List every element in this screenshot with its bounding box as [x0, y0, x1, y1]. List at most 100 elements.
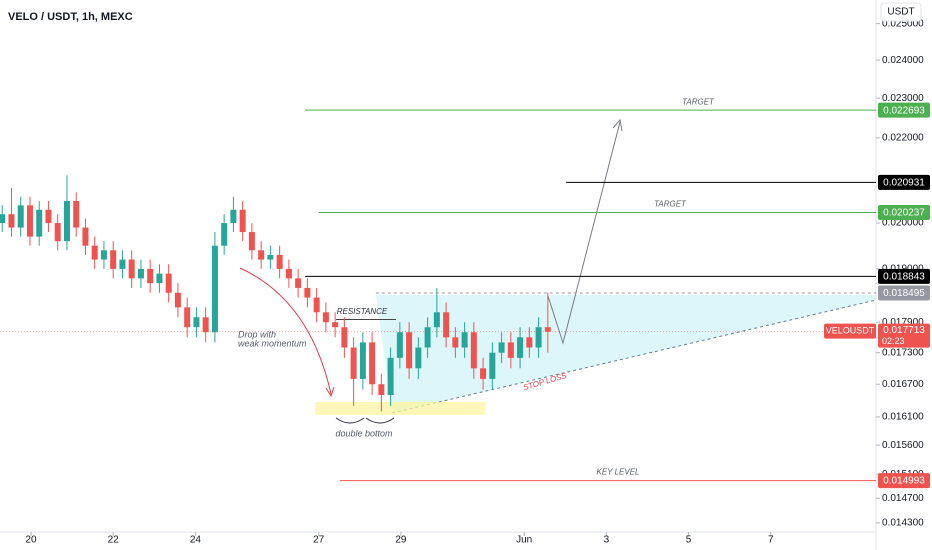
level-price-box: [878, 473, 930, 489]
candles: [0, 175, 551, 412]
candle-body: [54, 223, 61, 242]
candle-body: [230, 209, 237, 224]
candle-body: [276, 254, 283, 269]
y-tick-label: 0.014300: [882, 518, 924, 529]
candle-body: [17, 205, 24, 228]
candle-body: [517, 337, 524, 358]
candle-body: [535, 327, 542, 348]
candle-body: [470, 332, 477, 369]
x-tick-label: 5: [686, 535, 692, 546]
candle-body: [100, 250, 107, 260]
annotation: double bottom: [335, 428, 393, 438]
candle-body: [406, 332, 413, 369]
level-price-box: [878, 174, 930, 190]
candle-body: [369, 342, 376, 385]
x-tick-label: Jun: [516, 535, 532, 546]
y-tick-label: 0.024000: [882, 55, 924, 66]
candle-body: [387, 357, 394, 395]
candle-body: [350, 347, 357, 379]
level-price-label: 0.014993: [883, 476, 925, 487]
candle-body: [396, 332, 403, 358]
candle-body: [461, 332, 468, 348]
x-tick-label: 29: [395, 535, 407, 546]
y-tick-label: 0.016700: [882, 379, 924, 390]
candle-body: [221, 223, 228, 246]
x-tick-label: 20: [25, 535, 37, 546]
y-tick-label: 0.014700: [882, 493, 924, 504]
candle-body: [267, 254, 274, 260]
candle-body: [45, 209, 52, 224]
candle-body: [443, 312, 450, 338]
current-price-label: 0.017713: [883, 325, 925, 336]
symbol-label: VELOUSDT: [826, 325, 875, 335]
candle-body: [544, 327, 551, 332]
candle-body: [147, 268, 154, 284]
x-tick-label: 22: [108, 535, 120, 546]
candle-body: [433, 312, 440, 328]
resistance-line: [336, 319, 396, 320]
symbol-box: [824, 323, 876, 339]
y-tick-label: 0.025000: [882, 18, 924, 29]
candle-body: [295, 278, 302, 288]
y-tick-label: 0.022000: [882, 133, 924, 144]
candle-body: [184, 307, 191, 328]
y-tick-label: 0.015600: [882, 440, 924, 451]
y-tick-label: 0.020000: [882, 218, 924, 229]
level-price-box: [878, 205, 930, 221]
candle-body: [202, 317, 209, 333]
candle-body: [415, 347, 422, 369]
candle-body: [359, 342, 366, 379]
candle-body: [193, 317, 200, 328]
candle-body: [211, 245, 218, 333]
level-price-box: [878, 102, 930, 118]
level-price-box: [878, 268, 930, 284]
projection-arrowhead: [612, 118, 623, 132]
candle-body: [526, 337, 533, 348]
drop-arrowhead: [325, 386, 335, 398]
level-price-label: 0.018495: [883, 288, 925, 299]
candle-body: [239, 209, 246, 233]
double-bottom-arcs: [335, 417, 395, 424]
level-note: TARGET: [654, 200, 687, 209]
candle-body: [0, 214, 6, 224]
level-note: KEY LEVEL: [597, 468, 640, 477]
candle-body: [36, 209, 43, 237]
y-tick-label: 0.017300: [882, 347, 924, 358]
level-price-label: 0.018843: [883, 271, 925, 282]
currency-button[interactable]: [880, 2, 922, 22]
candle-body: [82, 227, 89, 246]
annotation: Drop with: [238, 329, 276, 339]
candle-body: [489, 352, 496, 379]
chart-title: VELO / USDT, 1h, MEXC: [8, 11, 133, 23]
candle-body: [258, 250, 265, 260]
candle-body: [480, 368, 487, 379]
candle-body: [63, 200, 70, 242]
x-tick-label: 7: [768, 535, 774, 546]
y-tick-label: 0.017900: [882, 317, 924, 328]
y-tick-label: 0.023000: [882, 93, 924, 104]
candle-body: [91, 245, 98, 260]
y-tick-label: 0.016100: [882, 412, 924, 423]
projection-path: [547, 121, 621, 345]
candle-body: [313, 297, 320, 313]
candle-body: [424, 327, 431, 348]
level-note: TARGET: [682, 97, 715, 106]
candle-body: [8, 214, 15, 228]
countdown-label: 02:23: [882, 336, 905, 346]
candle-body: [137, 268, 144, 279]
currency-button-label[interactable]: USDT: [887, 7, 914, 18]
candle-body: [452, 337, 459, 348]
triangle-area: [376, 295, 876, 413]
candle-body: [322, 312, 329, 323]
annotation: weak momentum: [238, 338, 307, 348]
candle-body: [128, 259, 135, 279]
triangle-support: [391, 299, 877, 414]
double-bottom-zone: [315, 402, 485, 415]
x-tick-label: 24: [190, 535, 202, 546]
candle-body: [285, 268, 292, 279]
x-tick-label: 27: [313, 535, 325, 546]
level-price-label: 0.020237: [883, 208, 925, 219]
candle-body: [332, 322, 339, 328]
candle-body: [378, 384, 385, 395]
